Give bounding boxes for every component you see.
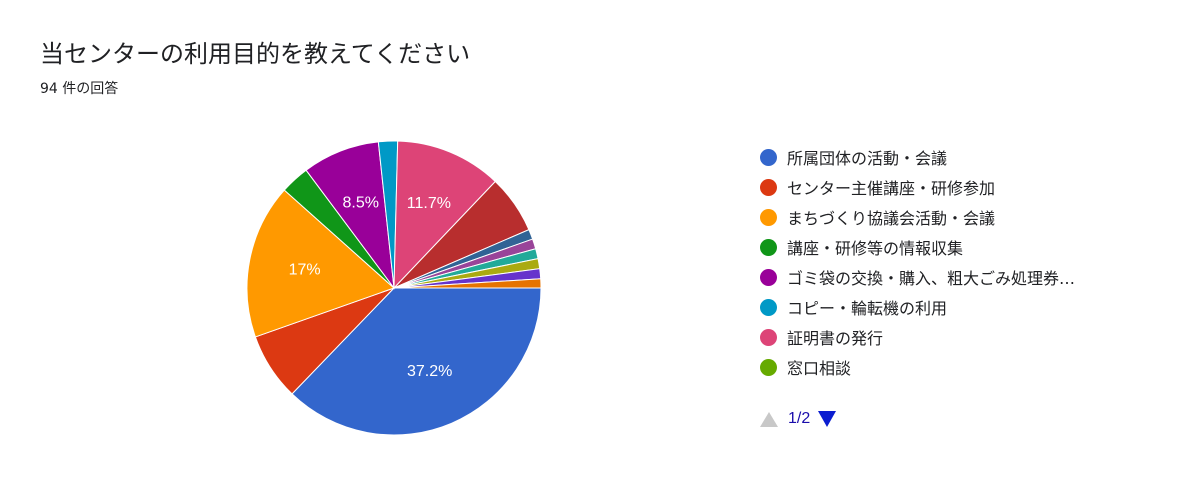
legend-item-7[interactable]: 窓口相談 <box>760 352 1075 382</box>
legend-label-7: 窓口相談 <box>787 359 852 378</box>
legend-label-2: まちづくり協議会活動・会議 <box>787 209 996 228</box>
slice-label-4: 8.5% <box>342 194 378 211</box>
legend-swatch-7 <box>760 358 777 376</box>
legend-item-3[interactable]: 講座・研修等の情報収集 <box>760 232 1075 262</box>
legend-label-5: コピー・輪転機の利用 <box>787 299 948 318</box>
slice-label-6: 11.7% <box>407 195 451 212</box>
legend-item-1[interactable]: センター主催講座・研修参加 <box>760 172 1075 202</box>
legend-swatch-3 <box>760 238 777 256</box>
legend-swatch-4 <box>760 268 777 286</box>
slice-label-2: 17% <box>289 262 321 279</box>
legend-label-4: ゴミ袋の交換・購入、粗大ごみ処理券… <box>787 269 1076 288</box>
legend-swatch-6 <box>760 328 777 346</box>
legend-item-6[interactable]: 証明書の発行 <box>760 322 1075 352</box>
triangle-down-icon[interactable] <box>818 411 837 427</box>
legend-item-5[interactable]: コピー・輪転機の利用 <box>760 292 1075 322</box>
legend-label-3: 講座・研修等の情報収集 <box>787 239 964 258</box>
pie-slice-0[interactable] <box>291 287 542 436</box>
pager-text: 1/2 <box>788 410 811 427</box>
legend-pager: 1/2 <box>760 407 837 431</box>
legend-swatch-0 <box>760 148 777 166</box>
legend-item-4[interactable]: ゴミ袋の交換・購入、粗大ごみ処理券… <box>760 262 1075 292</box>
chart-title: 当センターの利用目的を教えてください <box>40 40 471 68</box>
legend-label-1: センター主催講座・研修参加 <box>787 179 996 198</box>
legend-swatch-1 <box>760 178 777 196</box>
pie-slice-2[interactable] <box>246 189 395 338</box>
pie-slice-6[interactable] <box>393 140 497 290</box>
response-count: 94 件の回答 <box>40 81 119 97</box>
slice-label-0: 37.2% <box>407 363 452 380</box>
legend-swatch-5 <box>760 298 777 316</box>
legend-item-0[interactable]: 所属団体の活動・会議 <box>760 142 1075 172</box>
legend-item-2[interactable]: まちづくり協議会活動・会議 <box>760 202 1075 232</box>
triangle-up-icon[interactable] <box>760 411 778 427</box>
legend-label-6: 証明書の発行 <box>787 329 884 348</box>
legend-swatch-2 <box>760 208 777 226</box>
pie-slice-13[interactable] <box>393 278 542 289</box>
legend-label-0: 所属団体の活動・会議 <box>787 149 948 168</box>
chart-legend: 所属団体の活動・会議センター主催講座・研修参加 まちづくり協議会活動・会議 講座・研… <box>760 142 1075 382</box>
